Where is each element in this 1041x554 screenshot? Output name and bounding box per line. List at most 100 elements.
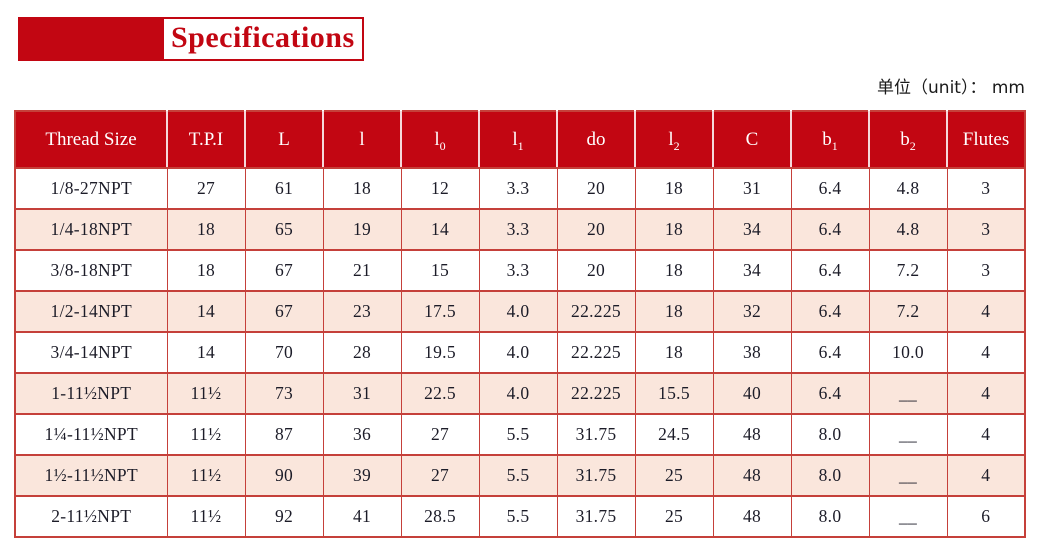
table-cell: 6 — [946, 495, 1026, 538]
table-row: 3/4-14NPT 14 70 28 19.5 4.0 22.225 18 38 6.4 10.0 4 — [14, 331, 1026, 374]
table-cell: 6.4 — [790, 208, 870, 251]
table-cell: 87 — [244, 413, 324, 456]
column-header-subscript: 1 — [831, 138, 838, 153]
table-cell: 48 — [712, 454, 792, 497]
table-cell: 12 — [400, 167, 480, 210]
table-cell: 3 — [946, 208, 1026, 251]
table-cell: 4 — [946, 331, 1026, 374]
table-cell: __ — [868, 413, 948, 456]
table-cell: 18 — [634, 290, 714, 333]
table-cell: 8.0 — [790, 495, 870, 538]
table-cell: 8.0 — [790, 413, 870, 456]
table-cell: 4.0 — [478, 290, 558, 333]
table-cell: 73 — [244, 372, 324, 415]
table-cell: 18 — [166, 208, 246, 251]
table-cell: 22.225 — [556, 372, 636, 415]
table-cell: 23 — [322, 290, 402, 333]
table-cell: 4.8 — [868, 208, 948, 251]
table-cell: __ — [868, 495, 948, 538]
table-cell: 4 — [946, 290, 1026, 333]
table-cell: 6.4 — [790, 331, 870, 374]
table-cell: 14 — [166, 331, 246, 374]
table-row: 1-11½NPT 11½ 73 31 22.5 4.0 22.225 15.5 40 6.4 __ 4 — [14, 372, 1026, 415]
table-cell: 70 — [244, 331, 324, 374]
table-cell: 18 — [634, 167, 714, 210]
table-cell: 31.75 — [556, 454, 636, 497]
table-cell: 2-11½NPT — [14, 495, 168, 538]
column-header: T.P.I — [166, 111, 245, 169]
table-cell: 19 — [322, 208, 402, 251]
table-cell: 92 — [244, 495, 324, 538]
table-cell: 38 — [712, 331, 792, 374]
column-header: do — [556, 111, 635, 169]
table-cell: 6.4 — [790, 372, 870, 415]
table-cell: 3/8-18NPT — [14, 249, 168, 292]
table-cell: 3.3 — [478, 208, 558, 251]
table-cell: 20 — [556, 167, 636, 210]
table-cell: 28 — [322, 331, 402, 374]
table-cell: 3 — [946, 167, 1026, 210]
table-cell: 8.0 — [790, 454, 870, 497]
title-accent-bar — [18, 17, 162, 61]
table-cell: 32 — [712, 290, 792, 333]
table-row: 2-11½NPT 11½ 92 41 28.5 5.5 31.75 25 48 8.0 __ 6 — [14, 495, 1026, 538]
column-header-subscript: 2 — [673, 138, 680, 153]
table-cell: 67 — [244, 290, 324, 333]
table-cell: 21 — [322, 249, 402, 292]
table-cell: 1-11½NPT — [14, 372, 168, 415]
table-cell: 6.4 — [790, 167, 870, 210]
table-cell: 90 — [244, 454, 324, 497]
column-header-subscript: 2 — [909, 138, 916, 153]
section-header: Specifications — [18, 17, 364, 61]
table-cell: 31 — [322, 372, 402, 415]
table-cell: 3 — [946, 249, 1026, 292]
table-cell: 14 — [166, 290, 246, 333]
table-cell: 11½ — [166, 372, 246, 415]
table-cell: 10.0 — [868, 331, 948, 374]
table-cell: 22.5 — [400, 372, 480, 415]
table-cell: 17.5 — [400, 290, 480, 333]
table-cell: 31 — [712, 167, 792, 210]
table-cell: 6.4 — [790, 249, 870, 292]
table-cell: 1/4-18NPT — [14, 208, 168, 251]
table-cell: 24.5 — [634, 413, 714, 456]
table-cell: 19.5 — [400, 331, 480, 374]
table-cell: 40 — [712, 372, 792, 415]
column-header: l1 — [478, 111, 557, 169]
table-cell: 4 — [946, 372, 1026, 415]
table-row: 1/2-14NPT 14 67 23 17.5 4.0 22.225 18 32 6.4 7.2 4 — [14, 290, 1026, 333]
table-row: 1¼-11½NPT 11½ 87 36 27 5.5 31.75 24.5 48 8.0 __ 4 — [14, 413, 1026, 456]
table-cell: 11½ — [166, 495, 246, 538]
table-cell: 34 — [712, 208, 792, 251]
table-cell: 1/2-14NPT — [14, 290, 168, 333]
table-cell: 7.2 — [868, 249, 948, 292]
column-header: l — [322, 111, 401, 169]
table-cell: 1½-11½NPT — [14, 454, 168, 497]
table-cell: 41 — [322, 495, 402, 538]
table-cell: 14 — [400, 208, 480, 251]
table-cell: 3.3 — [478, 249, 558, 292]
table-cell: 20 — [556, 208, 636, 251]
page-title: Specifications — [162, 17, 364, 61]
table-cell: 7.2 — [868, 290, 948, 333]
table-cell: 15 — [400, 249, 480, 292]
table-cell: 1¼-11½NPT — [14, 413, 168, 456]
table-cell: 25 — [634, 495, 714, 538]
table-cell: 48 — [712, 413, 792, 456]
table-row: 1/8-27NPT 27 61 18 12 3.3 20 18 31 6.4 4.8 3 — [14, 167, 1026, 210]
table-cell: 31.75 — [556, 495, 636, 538]
table-cell: 5.5 — [478, 413, 558, 456]
table-cell: 4.0 — [478, 331, 558, 374]
table-cell: __ — [868, 372, 948, 415]
table-cell: __ — [868, 454, 948, 497]
table-cell: 27 — [400, 454, 480, 497]
column-header: b2 — [868, 111, 947, 169]
table-cell: 5.5 — [478, 495, 558, 538]
table-cell: 15.5 — [634, 372, 714, 415]
table-cell: 18 — [166, 249, 246, 292]
table-cell: 4 — [946, 413, 1026, 456]
